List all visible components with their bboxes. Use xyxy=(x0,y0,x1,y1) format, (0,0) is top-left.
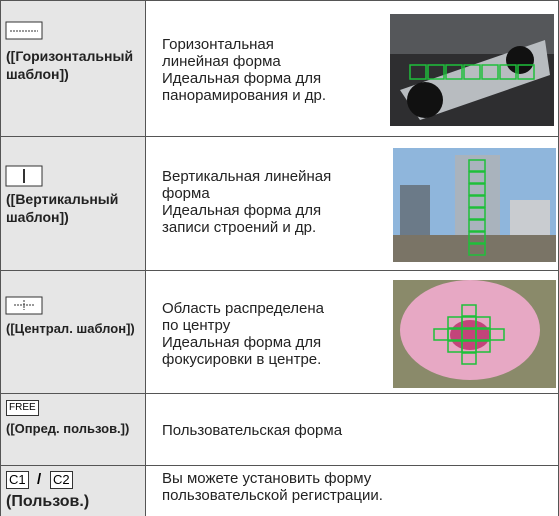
description-line: Пользовательская форма xyxy=(162,422,343,439)
description-line: форма xyxy=(162,185,210,202)
icon-label: FREE xyxy=(6,400,39,416)
description-line: пользовательской регистрации. xyxy=(162,487,383,504)
description-line: фокусировки в центре. xyxy=(162,351,322,368)
description-line: Вертикальная линейная xyxy=(162,168,332,185)
description-line: панорамирования и др. xyxy=(162,87,327,104)
row-label: ([Централ. шаблон]) xyxy=(6,321,135,336)
icon-separator: / xyxy=(37,471,42,488)
row-label: ([Горизонтальный шаблон]) xyxy=(6,48,134,82)
row-label: (Пользов.) xyxy=(6,493,90,510)
description: Пользовательская форма xyxy=(162,422,342,439)
description: Вы можете установить форму пользовательск… xyxy=(162,470,383,504)
icon-label: C1 xyxy=(6,471,29,489)
description-line: записи строений и др. xyxy=(162,219,317,236)
description-line: Идеальная форма для xyxy=(162,202,322,219)
row-label: ([Опред. пользов.]) xyxy=(6,421,130,436)
description-line: Область распределена xyxy=(162,300,325,317)
row-label: ([Вертикальный шаблон]) xyxy=(6,191,119,225)
description: Вертикальная линейная форма Идеальная форм… xyxy=(162,168,331,236)
description-line: Идеальная форма для xyxy=(162,70,322,87)
description-line: по центру xyxy=(162,317,231,334)
description-line: Горизонтальная xyxy=(162,36,274,53)
description-line: Вы можете установить форму xyxy=(162,470,372,487)
description-line: Идеальная форма для xyxy=(162,334,322,351)
description: Горизонтальная линейная форма Идеальная фо… xyxy=(162,36,326,104)
cell xyxy=(0,136,146,271)
description: Область распределена по центру Идеальная ф… xyxy=(162,300,324,368)
description-line: линейная форма xyxy=(162,53,281,70)
icon-label: C2 xyxy=(50,471,73,489)
